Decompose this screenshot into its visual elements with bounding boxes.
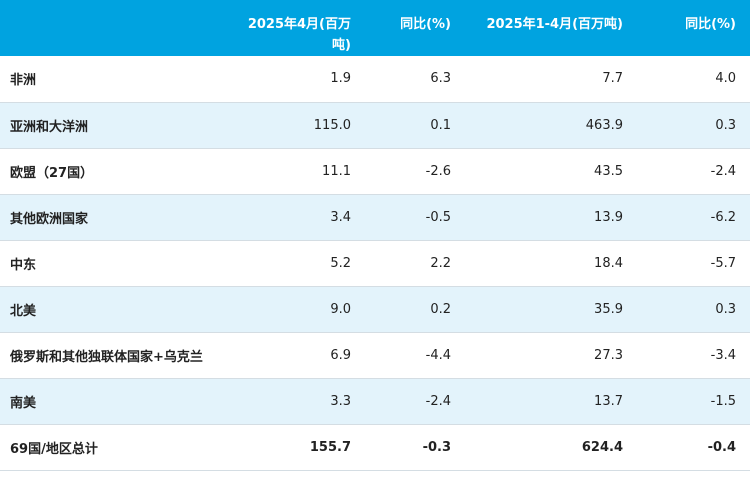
steel-production-table: 2025年4月(百万吨) 同比(%) 2025年1-4月(百万吨) 同比(%) … bbox=[0, 0, 750, 471]
april-value: 3.4 bbox=[237, 194, 365, 241]
ytd-yoy-value: -1.5 bbox=[637, 378, 750, 425]
region-name: 南美 bbox=[0, 378, 237, 425]
april-value: 5.2 bbox=[237, 240, 365, 287]
region-name: 中东 bbox=[0, 240, 237, 287]
region-name: 非洲 bbox=[0, 56, 237, 103]
ytd-yoy-value: 0.3 bbox=[637, 102, 750, 149]
header-ytd-yoy: 同比(%) bbox=[637, 0, 750, 56]
region-name: 亚洲和大洋洲 bbox=[0, 102, 237, 149]
ytd-yoy-value: -2.4 bbox=[637, 148, 750, 195]
april-value: 6.9 bbox=[237, 332, 365, 379]
region-name: 其他欧洲国家 bbox=[0, 194, 237, 241]
table-total-row: 69国/地区总计 155.7 -0.3 624.4 -0.4 bbox=[0, 424, 750, 471]
header-april-yoy: 同比(%) bbox=[365, 0, 465, 56]
april-yoy-value: -2.4 bbox=[365, 378, 465, 425]
ytd-value: 35.9 bbox=[465, 286, 637, 333]
region-name: 69国/地区总计 bbox=[0, 424, 237, 471]
ytd-value: 7.7 bbox=[465, 56, 637, 103]
april-yoy-value: -0.3 bbox=[365, 424, 465, 471]
region-name: 俄罗斯和其他独联体国家+乌克兰 bbox=[0, 332, 237, 379]
ytd-yoy-value: 0.3 bbox=[637, 286, 750, 333]
table-row: 俄罗斯和其他独联体国家+乌克兰 6.9 -4.4 27.3 -3.4 bbox=[0, 332, 750, 379]
table-header-row: 2025年4月(百万吨) 同比(%) 2025年1-4月(百万吨) 同比(%) bbox=[0, 0, 750, 56]
april-value: 9.0 bbox=[237, 286, 365, 333]
table-row: 中东 5.2 2.2 18.4 -5.7 bbox=[0, 240, 750, 287]
april-yoy-value: 2.2 bbox=[365, 240, 465, 287]
april-yoy-value: 0.1 bbox=[365, 102, 465, 149]
table-row: 亚洲和大洋洲 115.0 0.1 463.9 0.3 bbox=[0, 102, 750, 149]
ytd-yoy-value: 4.0 bbox=[637, 56, 750, 103]
april-value: 115.0 bbox=[237, 102, 365, 149]
header-april: 2025年4月(百万吨) bbox=[237, 0, 365, 56]
ytd-value: 27.3 bbox=[465, 332, 637, 379]
april-yoy-value: -2.6 bbox=[365, 148, 465, 195]
april-yoy-value: -4.4 bbox=[365, 332, 465, 379]
ytd-yoy-value: -0.4 bbox=[637, 424, 750, 471]
ytd-value: 18.4 bbox=[465, 240, 637, 287]
ytd-yoy-value: -6.2 bbox=[637, 194, 750, 241]
table-row: 南美 3.3 -2.4 13.7 -1.5 bbox=[0, 378, 750, 425]
region-name: 欧盟（27国） bbox=[0, 148, 237, 195]
april-yoy-value: 0.2 bbox=[365, 286, 465, 333]
table-row: 欧盟（27国） 11.1 -2.6 43.5 -2.4 bbox=[0, 148, 750, 195]
april-value: 11.1 bbox=[237, 148, 365, 195]
ytd-value: 13.7 bbox=[465, 378, 637, 425]
table-row: 非洲 1.9 6.3 7.7 4.0 bbox=[0, 56, 750, 103]
table-row: 北美 9.0 0.2 35.9 0.3 bbox=[0, 286, 750, 333]
ytd-yoy-value: -5.7 bbox=[637, 240, 750, 287]
ytd-value: 624.4 bbox=[465, 424, 637, 471]
april-value: 3.3 bbox=[237, 378, 365, 425]
ytd-value: 13.9 bbox=[465, 194, 637, 241]
ytd-value: 43.5 bbox=[465, 148, 637, 195]
header-ytd: 2025年1-4月(百万吨) bbox=[465, 0, 637, 56]
ytd-value: 463.9 bbox=[465, 102, 637, 149]
header-region bbox=[0, 0, 237, 56]
table-row: 其他欧洲国家 3.4 -0.5 13.9 -6.2 bbox=[0, 194, 750, 241]
april-value: 155.7 bbox=[237, 424, 365, 471]
ytd-yoy-value: -3.4 bbox=[637, 332, 750, 379]
region-name: 北美 bbox=[0, 286, 237, 333]
april-yoy-value: -0.5 bbox=[365, 194, 465, 241]
april-yoy-value: 6.3 bbox=[365, 56, 465, 103]
april-value: 1.9 bbox=[237, 56, 365, 103]
